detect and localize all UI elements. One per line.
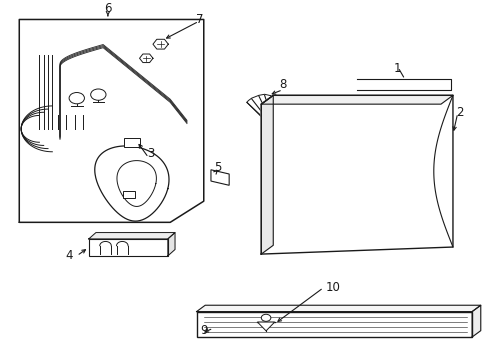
Text: 1: 1	[393, 62, 401, 75]
Polygon shape	[261, 95, 452, 104]
Polygon shape	[210, 170, 229, 185]
Circle shape	[69, 93, 84, 104]
Text: 5: 5	[214, 161, 222, 174]
Polygon shape	[196, 305, 480, 312]
Polygon shape	[257, 322, 274, 331]
Text: 2: 2	[455, 107, 463, 120]
Text: 9: 9	[200, 324, 207, 337]
Text: 6: 6	[104, 3, 111, 15]
Polygon shape	[261, 95, 273, 254]
FancyBboxPatch shape	[123, 138, 140, 147]
Text: 10: 10	[325, 281, 340, 294]
Circle shape	[90, 89, 106, 100]
Polygon shape	[167, 233, 175, 256]
FancyBboxPatch shape	[123, 190, 135, 198]
Polygon shape	[89, 233, 175, 239]
FancyBboxPatch shape	[196, 312, 471, 337]
Polygon shape	[153, 39, 168, 49]
Polygon shape	[471, 305, 480, 337]
FancyBboxPatch shape	[89, 239, 167, 256]
Polygon shape	[139, 54, 153, 63]
Polygon shape	[261, 95, 452, 254]
Text: 8: 8	[279, 78, 286, 91]
Text: 7: 7	[196, 13, 203, 26]
Circle shape	[261, 314, 270, 321]
Text: 3: 3	[147, 147, 154, 160]
Text: 4: 4	[66, 249, 73, 262]
